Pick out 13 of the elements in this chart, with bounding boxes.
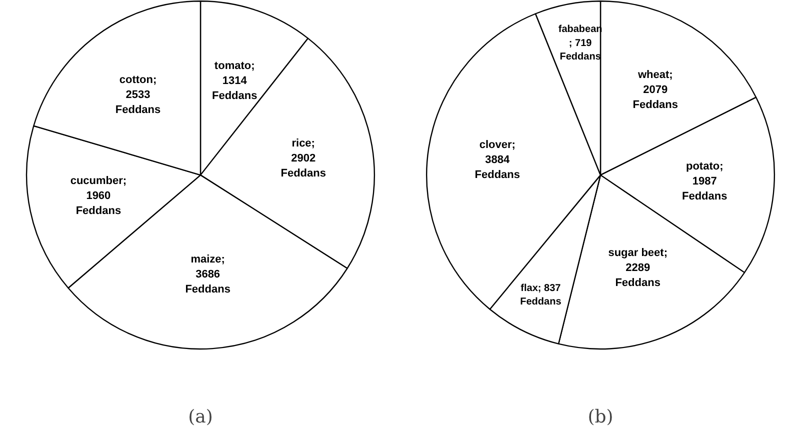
slice-label: flax; 837 Feddans xyxy=(520,282,562,308)
slice-label: maize; 3686 Feddans xyxy=(185,254,230,296)
slice-label: potato; 1987 Feddans xyxy=(682,160,728,203)
slice-label: cucumber; 1960 Feddans xyxy=(70,174,127,217)
data-label: ; 719 Feddans xyxy=(560,38,602,63)
text: (a) xyxy=(188,406,213,428)
slice-label: sugar beet; 2289 Feddans xyxy=(608,247,668,290)
slice-label: tomato; 1314 Feddans xyxy=(212,60,258,102)
slice-label: wheat; 2079 Feddans xyxy=(632,69,678,112)
slice-label: cotton; 2533 Feddans xyxy=(115,74,161,116)
slice-label: rice; 2902 Feddans xyxy=(280,137,326,180)
text: (b) xyxy=(588,406,614,428)
slice-label: clover; 3884 Feddans xyxy=(474,138,520,181)
